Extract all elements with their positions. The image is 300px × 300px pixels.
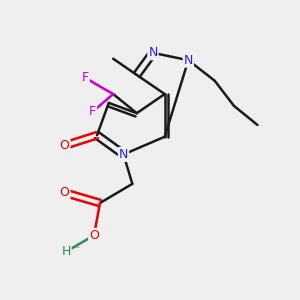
Text: ⁻: ⁻ <box>74 245 80 255</box>
Text: H: H <box>61 245 71 258</box>
Text: F: F <box>89 105 96 118</box>
Text: O: O <box>89 229 99 242</box>
Text: N: N <box>119 148 128 161</box>
Text: N: N <box>184 54 193 67</box>
Text: O: O <box>60 139 70 152</box>
Text: O: O <box>60 186 70 199</box>
Text: N: N <box>148 46 158 59</box>
Text: F: F <box>82 71 89 84</box>
